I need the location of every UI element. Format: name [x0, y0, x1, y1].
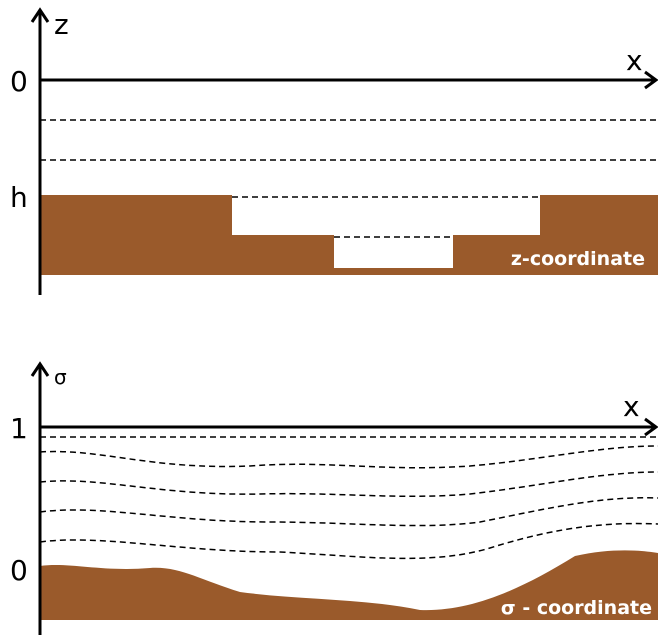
tick-label: 0 [10, 554, 28, 587]
sigma-axis [30, 361, 50, 635]
ground [40, 550, 658, 620]
tick-label: 0 [10, 65, 28, 98]
level-line [39, 445, 658, 469]
axis-label: x [623, 390, 640, 423]
tick-label: h [10, 181, 28, 214]
x-axis [40, 417, 658, 437]
level-line [39, 497, 658, 527]
z-panel: z x 0 h z-coordinate [10, 7, 658, 295]
caption: z-coordinate [511, 248, 645, 270]
level-line [39, 522, 658, 560]
sigma-panel: σ x 1 0 σ - coordinate [10, 361, 658, 635]
axis-label: σ [54, 365, 67, 389]
level-line [39, 471, 658, 498]
ground [40, 195, 658, 275]
axis-label: z [54, 8, 69, 41]
caption: σ - coordinate [501, 597, 652, 619]
x-axis [40, 70, 658, 90]
axis-label: x [626, 44, 643, 77]
z-axis [30, 7, 50, 295]
tick-label: 1 [10, 412, 28, 445]
